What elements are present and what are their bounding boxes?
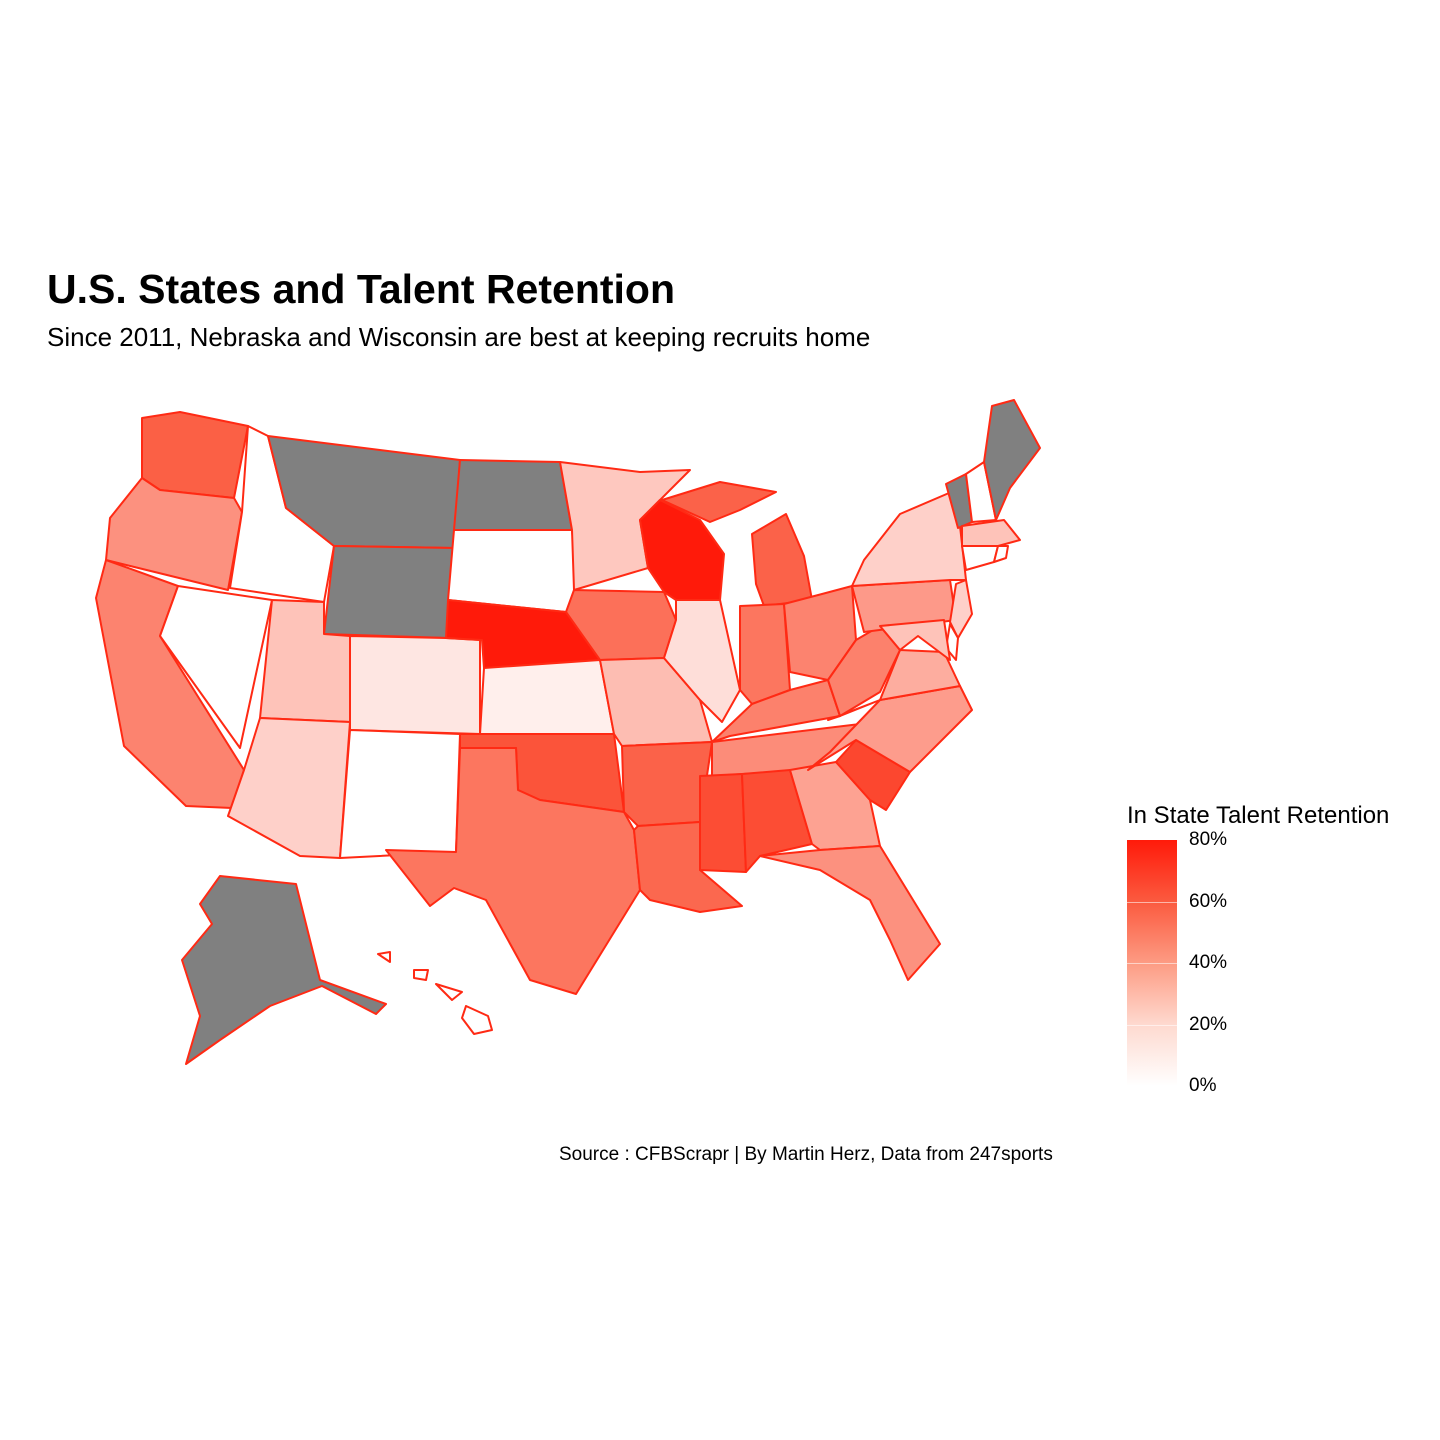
state-me xyxy=(983,399,1041,521)
state-wa xyxy=(141,411,249,499)
state-va xyxy=(827,649,961,721)
legend-tick-label: 20% xyxy=(1189,1013,1228,1035)
chart-title: U.S. States and Talent Retention xyxy=(47,266,675,312)
state-nd xyxy=(453,459,573,531)
state-fl xyxy=(759,845,941,981)
state-ms xyxy=(699,773,747,873)
legend-tick-mark xyxy=(1127,963,1177,964)
state-il xyxy=(663,599,741,723)
state-wy xyxy=(323,545,455,639)
chart-subtitle: Since 2011, Nebraska and Wisconsin are b… xyxy=(47,322,871,352)
legend-tick-label: 0% xyxy=(1189,1075,1217,1096)
state-sd xyxy=(447,529,579,613)
legend-tick-label: 40% xyxy=(1189,952,1228,973)
state-md xyxy=(879,619,951,661)
state-hi xyxy=(377,951,493,1035)
state-in xyxy=(739,603,791,705)
legend-tick-label: 60% xyxy=(1189,890,1228,912)
state-al xyxy=(741,769,813,873)
state-nm xyxy=(339,729,461,859)
state-ct xyxy=(961,545,999,571)
legend-tick-mark xyxy=(1127,901,1177,903)
state-ks xyxy=(479,659,615,735)
state-ri xyxy=(993,545,1009,563)
state-ar xyxy=(621,741,713,827)
legend-tick-label: 80% xyxy=(1189,829,1228,850)
state-nv xyxy=(159,585,273,749)
state-tx xyxy=(385,747,641,995)
state-ak xyxy=(181,875,387,1065)
state-ny xyxy=(851,489,967,587)
state-nj xyxy=(949,579,973,639)
chart-caption: Source : CFBScrapr | By Martin Herz, Dat… xyxy=(559,1144,1053,1165)
state-co xyxy=(349,635,481,735)
state-ma xyxy=(961,519,1021,547)
state-az xyxy=(227,717,351,859)
state-sc xyxy=(835,739,911,811)
legend-title: In State Talent Retention xyxy=(1127,802,1390,829)
legend-tick-mark xyxy=(1127,1024,1177,1026)
